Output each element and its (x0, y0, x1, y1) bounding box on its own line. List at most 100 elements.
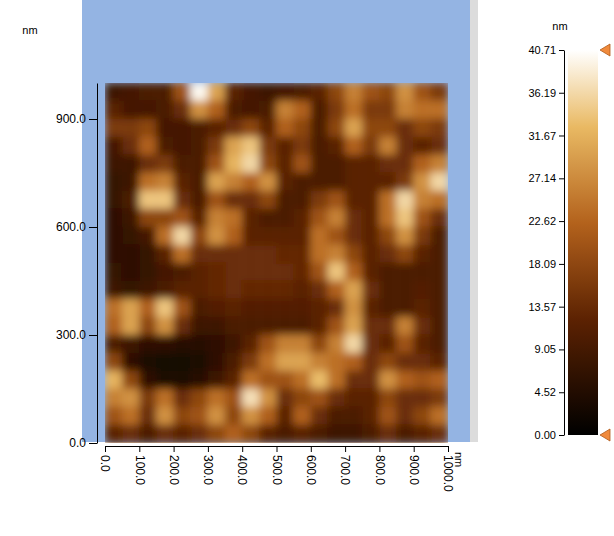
heatmap-cell (191, 389, 208, 407)
colorbar-tick: 22.62 (528, 215, 564, 227)
heatmap-cell (397, 83, 414, 101)
heatmap-cell (174, 389, 191, 407)
heatmap-cell (328, 281, 345, 299)
heatmap-cell (139, 227, 156, 245)
y-axis: 0.0300.0600.0900.0 (56, 84, 98, 451)
heatmap-cell (379, 407, 396, 425)
heatmap-cell (414, 425, 431, 443)
heatmap-cell (225, 173, 242, 191)
y-tick: 0.0 (69, 436, 97, 450)
heatmap-cell (277, 155, 294, 173)
heatmap-cell (122, 191, 139, 209)
x-tick: 200.0 (167, 446, 181, 485)
heatmap-cell (362, 173, 379, 191)
heatmap-cell (191, 425, 208, 443)
heatmap-cell (414, 119, 431, 137)
heatmap-cell (414, 101, 431, 119)
heatmap-cell (311, 335, 328, 353)
heatmap-cell (156, 281, 173, 299)
colorbar-tick-mark (559, 50, 564, 51)
heatmap-cell (362, 335, 379, 353)
heatmap-cell (225, 119, 242, 137)
heatmap-cell (191, 281, 208, 299)
heatmap-cell (191, 371, 208, 389)
heatmap-cell (397, 407, 414, 425)
x-tick-label: 0.0 (98, 455, 112, 472)
heatmap-cell (225, 263, 242, 281)
heatmap-cell (362, 209, 379, 227)
heatmap-cell (225, 83, 242, 101)
heatmap-cell (379, 191, 396, 209)
heatmap-cell (225, 209, 242, 227)
heatmap-cell (174, 353, 191, 371)
heatmap-cell (105, 407, 122, 425)
x-tick: 700.0 (338, 446, 352, 485)
heatmap-cell (105, 119, 122, 137)
heatmap-cell (379, 371, 396, 389)
heatmap-cell (191, 263, 208, 281)
heatmap-cell (379, 389, 396, 407)
heatmap-cell (294, 425, 311, 443)
heatmap-cell (208, 83, 225, 101)
colorbar-tick-label: 36.19 (528, 87, 556, 99)
colorbar-tick-mark (559, 93, 564, 94)
heatmap-cell (379, 353, 396, 371)
heatmap-cell (225, 353, 242, 371)
heatmap-cell (242, 371, 259, 389)
heatmap-cell (105, 83, 122, 101)
heatmap-cell (397, 353, 414, 371)
heatmap-cell (277, 335, 294, 353)
heatmap-cell (362, 155, 379, 173)
heatmap-cell (105, 227, 122, 245)
colorbar-tick-label: 13.57 (528, 301, 556, 313)
heatmap-cell (174, 227, 191, 245)
heatmap-cell (345, 299, 362, 317)
heatmap-cell (311, 299, 328, 317)
heatmap-cell (414, 335, 431, 353)
heatmap-cell (122, 245, 139, 263)
heatmap-cell (105, 353, 122, 371)
heatmap-cell (259, 119, 276, 137)
heatmap-cell (208, 299, 225, 317)
heatmap-cell (139, 389, 156, 407)
colorbar-tick-mark (559, 264, 564, 265)
heatmap-cell (345, 155, 362, 173)
heatmap-cell (397, 389, 414, 407)
heatmap-cell (208, 389, 225, 407)
heatmap-cell (414, 317, 431, 335)
colorbar-tick-label: 4.52 (535, 386, 556, 398)
heatmap-cell (139, 425, 156, 443)
heatmap-cell (122, 335, 139, 353)
y-tick-mark (89, 443, 97, 444)
heatmap-cell (414, 137, 431, 155)
heatmap-cell (345, 83, 362, 101)
heatmap-cell (191, 101, 208, 119)
heatmap-cell (208, 335, 225, 353)
heatmap-cell (328, 245, 345, 263)
heatmap-cell (294, 371, 311, 389)
heatmap-cell (191, 317, 208, 335)
heatmap-cell (156, 101, 173, 119)
heatmap-cell (259, 407, 276, 425)
heatmap-cell (259, 263, 276, 281)
heatmap-cell (174, 245, 191, 263)
heatmap-cell (397, 317, 414, 335)
heatmap-cell (122, 371, 139, 389)
heatmap-cell (294, 209, 311, 227)
y-tick-mark (89, 335, 97, 336)
heatmap-cell (379, 155, 396, 173)
heatmap-cell (362, 407, 379, 425)
heatmap-cell (362, 371, 379, 389)
heatmap-cell (122, 281, 139, 299)
heatmap-cell (191, 155, 208, 173)
x-tick: 100.0 (133, 446, 147, 485)
y-tick: 900.0 (56, 112, 97, 126)
heatmap-cell (328, 317, 345, 335)
heatmap-cell (208, 119, 225, 137)
heatmap-cell (431, 281, 448, 299)
heatmap-cell (362, 137, 379, 155)
heatmap-cell (277, 425, 294, 443)
heatmap-cell (156, 299, 173, 317)
heatmap-cell (379, 101, 396, 119)
heatmap-cell (328, 209, 345, 227)
